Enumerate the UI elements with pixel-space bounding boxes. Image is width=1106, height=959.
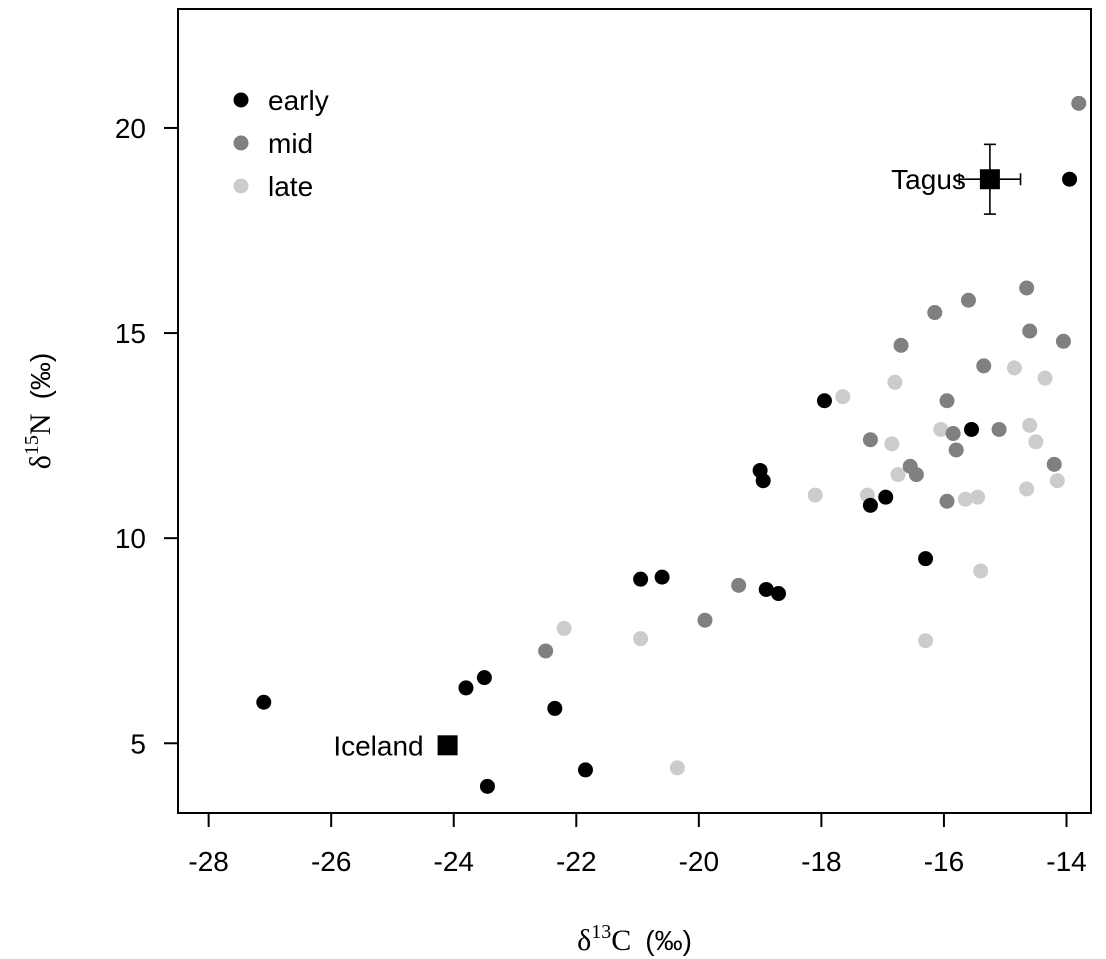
x-tick-label: -20 [679,846,719,877]
data-point-late [1037,370,1053,386]
y-axis-title-unit: (‰) [25,353,56,400]
legend: early mid late [233,85,329,202]
data-point-mid [939,493,955,509]
data-point-early [770,586,786,602]
y-axis-title-element: N [24,413,57,435]
data-point-mid [1019,280,1035,296]
data-point-mid [1055,333,1071,349]
tagus-label: Tagus [891,164,966,195]
data-point-early [878,489,894,505]
y-axis: 5 10 15 20 [115,113,179,759]
data-point-early [479,778,495,794]
x-axis-title-delta: δ [577,924,591,957]
data-point-late [633,631,649,647]
data-point-early [458,680,474,696]
x-tick-label: -28 [188,846,228,877]
x-axis-title-isotope: 13 [591,921,611,943]
data-point-late [556,620,572,636]
x-tick-label: -14 [1046,846,1086,877]
data-point-early [964,421,980,437]
data-point-mid [927,305,943,321]
y-tick-label: 20 [115,113,146,144]
data-point-late [918,633,934,649]
data-point-mid [960,292,976,308]
x-axis-title: δ13C (‰) [577,921,692,957]
iceland-marker [437,735,458,756]
y-tick-label: 15 [115,318,146,349]
data-point-late [835,389,851,405]
data-point-early [755,473,771,489]
data-point-mid [976,358,992,374]
data-point-early [1062,171,1078,187]
data-point-mid [991,421,1007,437]
data-point-mid [697,612,713,628]
data-point-late [973,563,989,579]
data-point-mid [1022,323,1038,339]
tagus-marker [979,169,1000,190]
data-point-early [256,694,272,710]
data-point-mid [945,426,961,442]
legend-marker-early [233,92,249,108]
data-point-mid [1071,95,1087,111]
data-point-late [669,760,685,776]
data-point-late [957,491,973,507]
legend-label-late: late [268,171,313,202]
x-axis-title-unit: (‰) [645,925,692,956]
data-point-mid [1046,456,1062,472]
iceland-label: Iceland [333,730,423,761]
data-point-early [918,551,934,567]
data-point-early [862,497,878,513]
x-tick-label: -26 [311,846,351,877]
plot-frame [177,8,1092,814]
data-point-late [890,467,906,483]
data-point-late [933,421,949,437]
data-point-late [1028,434,1044,450]
data-point-late [1022,417,1038,433]
data-point-mid [908,467,924,483]
axes: -28 -26 -24 -22 -20 -18 -16 -14 5 10 15 20 [115,8,1092,877]
data-point-early [547,700,563,716]
data-point-early [758,581,774,597]
data-point-late [807,487,823,503]
data-point-late [1019,481,1035,497]
data-point-mid [893,337,909,353]
x-tick-label: -16 [924,846,964,877]
x-tick-label: -22 [556,846,596,877]
data-point-early [654,569,670,585]
data-point-mid [939,393,955,409]
x-tick-label: -18 [801,846,841,877]
legend-label-mid: mid [268,128,313,159]
legend-label-early: early [268,85,329,116]
data-point-late [884,436,900,452]
data-point-late [970,489,986,505]
data-point-mid [538,643,554,659]
data-point-late [887,374,903,390]
y-axis-title-isotope: 15 [21,435,43,455]
annotations: Tagus Iceland [333,143,1022,761]
x-tick-label: -24 [434,846,474,877]
data-points [256,95,1087,794]
y-tick-label: 10 [115,523,146,554]
data-point-late [1049,473,1065,489]
data-point-mid [948,442,964,458]
y-axis-title-delta: δ [24,455,57,469]
data-point-late [1006,360,1022,376]
x-axis-title-element: C [611,924,631,957]
x-axis: -28 -26 -24 -22 -20 -18 -16 -14 [188,812,1087,877]
y-axis-title: δ15N (‰) [21,353,57,469]
data-point-early [476,670,492,686]
data-point-mid [862,432,878,448]
legend-marker-mid [233,135,249,151]
y-tick-label: 5 [130,728,146,759]
data-point-early [816,393,832,409]
legend-marker-late [233,178,249,194]
data-point-mid [731,577,747,593]
data-point-early [633,571,649,587]
data-point-early [577,762,593,778]
